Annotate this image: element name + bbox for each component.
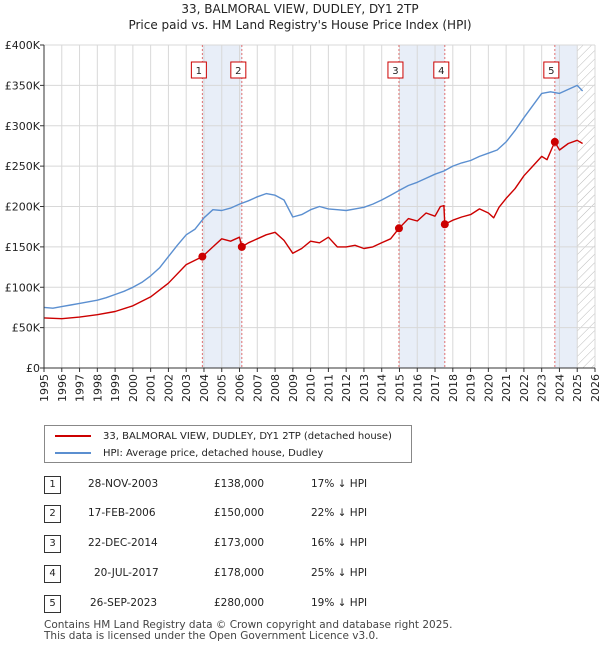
y-tick-label: £150K bbox=[5, 241, 41, 254]
sale-number-box bbox=[230, 61, 247, 79]
sale-date: 28-NOV-2003 bbox=[88, 478, 159, 490]
sale-number-label: 3 bbox=[392, 66, 398, 77]
sale-price: £178,000 bbox=[214, 567, 265, 579]
property-line-swatch bbox=[55, 435, 91, 437]
y-tick-label: £100K bbox=[5, 281, 41, 294]
x-tick-label: 2016 bbox=[411, 374, 424, 402]
x-tick-label: 2006 bbox=[234, 374, 247, 402]
sale-number-box bbox=[387, 61, 404, 79]
x-tick-label: 2025 bbox=[571, 374, 584, 402]
row-number: 5 bbox=[44, 595, 61, 613]
x-tick-label: 2007 bbox=[251, 374, 264, 402]
y-tick-label: £50K bbox=[12, 322, 41, 335]
x-tick-label: 1995 bbox=[38, 374, 51, 402]
sale-date: 22-DEC-2014 bbox=[88, 537, 158, 549]
hpi-diff: 17% ↓ HPI bbox=[311, 478, 368, 490]
x-tick-label: 2023 bbox=[536, 374, 549, 402]
hpi-diff: 19% ↓ HPI bbox=[311, 597, 368, 609]
x-tick-label: 2015 bbox=[393, 374, 406, 402]
license-text: This data is licensed under the Open Gov… bbox=[44, 630, 379, 642]
x-tick-label: 2013 bbox=[358, 374, 371, 402]
sale-number-box bbox=[190, 61, 207, 79]
x-tick-label: 2004 bbox=[198, 374, 211, 402]
sale-number-label: 5 bbox=[548, 66, 554, 77]
row-number: 4 bbox=[44, 565, 61, 583]
hpi-line bbox=[43, 84, 584, 309]
y-tick-label: £250K bbox=[5, 160, 41, 173]
legend-item-property: 33, BALMORAL VIEW, DUDLEY, DY1 2TP (deta… bbox=[55, 428, 392, 444]
x-tick-label: 2001 bbox=[145, 374, 158, 402]
y-tick-label: £300K bbox=[5, 120, 41, 133]
chart-subtitle: Price paid vs. HM Land Registry's House … bbox=[128, 18, 472, 32]
y-tick-label: £400K bbox=[5, 39, 41, 52]
attribution: Contains HM Land Registry data © Crown c… bbox=[44, 620, 452, 642]
x-tick-label: 1996 bbox=[56, 374, 69, 402]
x-tick-label: 2010 bbox=[305, 374, 318, 402]
sale-date: 26-SEP-2023 bbox=[90, 597, 158, 609]
sale-price: £150,000 bbox=[214, 507, 265, 519]
sale-point bbox=[237, 242, 246, 251]
sale-point bbox=[198, 252, 207, 261]
x-tick-label: 1998 bbox=[91, 374, 104, 402]
sale-price: £138,000 bbox=[214, 478, 265, 490]
hpi-diff: 16% ↓ HPI bbox=[311, 537, 368, 549]
hpi-diff: 22% ↓ HPI bbox=[311, 507, 368, 519]
sale-number-label: 1 bbox=[196, 66, 202, 77]
x-tick-label: 2022 bbox=[518, 374, 531, 402]
x-tick-label: 2000 bbox=[127, 374, 140, 402]
sale-price: £173,000 bbox=[214, 537, 265, 549]
row-number: 3 bbox=[44, 535, 61, 553]
legend: 33, BALMORAL VIEW, DUDLEY, DY1 2TP (deta… bbox=[44, 425, 412, 463]
x-tick-label: 1997 bbox=[74, 374, 87, 402]
copyright-text: Contains HM Land Registry data © Crown c… bbox=[44, 619, 453, 631]
sale-number-box bbox=[543, 61, 560, 79]
x-tick-label: 2019 bbox=[465, 374, 478, 402]
legend-hpi-label: HPI: Average price, detached house, Dudl… bbox=[103, 447, 324, 459]
x-tick-label: 2012 bbox=[340, 374, 353, 402]
x-tick-label: 2002 bbox=[162, 374, 175, 402]
x-tick-label: 2005 bbox=[216, 374, 229, 402]
x-tick-label: 2014 bbox=[376, 374, 389, 402]
sale-number-label: 4 bbox=[438, 66, 444, 77]
x-tick-label: 2003 bbox=[180, 374, 193, 402]
sale-point bbox=[394, 224, 403, 233]
x-tick-label: 2026 bbox=[589, 374, 600, 402]
x-tick-label: 2018 bbox=[447, 374, 460, 402]
y-tick-label: £350K bbox=[5, 79, 41, 92]
x-tick-label: 2020 bbox=[482, 374, 495, 402]
y-tick-label: £200K bbox=[5, 201, 41, 214]
price-chart: 1 2 3 4 5 £0 £50K £100K £150K £200K £250K £300K £350… bbox=[5, 39, 600, 402]
row-number: 2 bbox=[44, 505, 61, 523]
x-tick-label: 2009 bbox=[287, 374, 300, 402]
x-tick-label: 2011 bbox=[322, 374, 335, 402]
hpi-line-swatch bbox=[55, 452, 91, 454]
sale-date: 17-FEB-2006 bbox=[88, 507, 156, 519]
x-tick-label: 2008 bbox=[269, 374, 282, 402]
legend-item-hpi: HPI: Average price, detached house, Dudl… bbox=[55, 445, 323, 461]
sale-point bbox=[440, 220, 449, 229]
x-tick-label: 2017 bbox=[429, 374, 442, 402]
x-tick-label: 1999 bbox=[109, 374, 122, 402]
x-tick-label: 2024 bbox=[553, 374, 566, 402]
sale-point bbox=[550, 137, 559, 146]
y-tick-label: £0 bbox=[26, 362, 40, 375]
chart-title: 33, BALMORAL VIEW, DUDLEY, DY1 2TP bbox=[181, 2, 419, 16]
legend-property-label: 33, BALMORAL VIEW, DUDLEY, DY1 2TP (deta… bbox=[103, 430, 392, 442]
sale-price: £280,000 bbox=[214, 597, 265, 609]
sale-date: 20-JUL-2017 bbox=[94, 567, 159, 579]
hpi-diff: 25% ↓ HPI bbox=[311, 567, 368, 579]
sale-number-label: 2 bbox=[235, 66, 241, 77]
property-price-line bbox=[43, 139, 583, 320]
row-number: 1 bbox=[44, 476, 61, 494]
x-tick-label: 2021 bbox=[500, 374, 513, 402]
sale-number-box bbox=[433, 61, 450, 79]
